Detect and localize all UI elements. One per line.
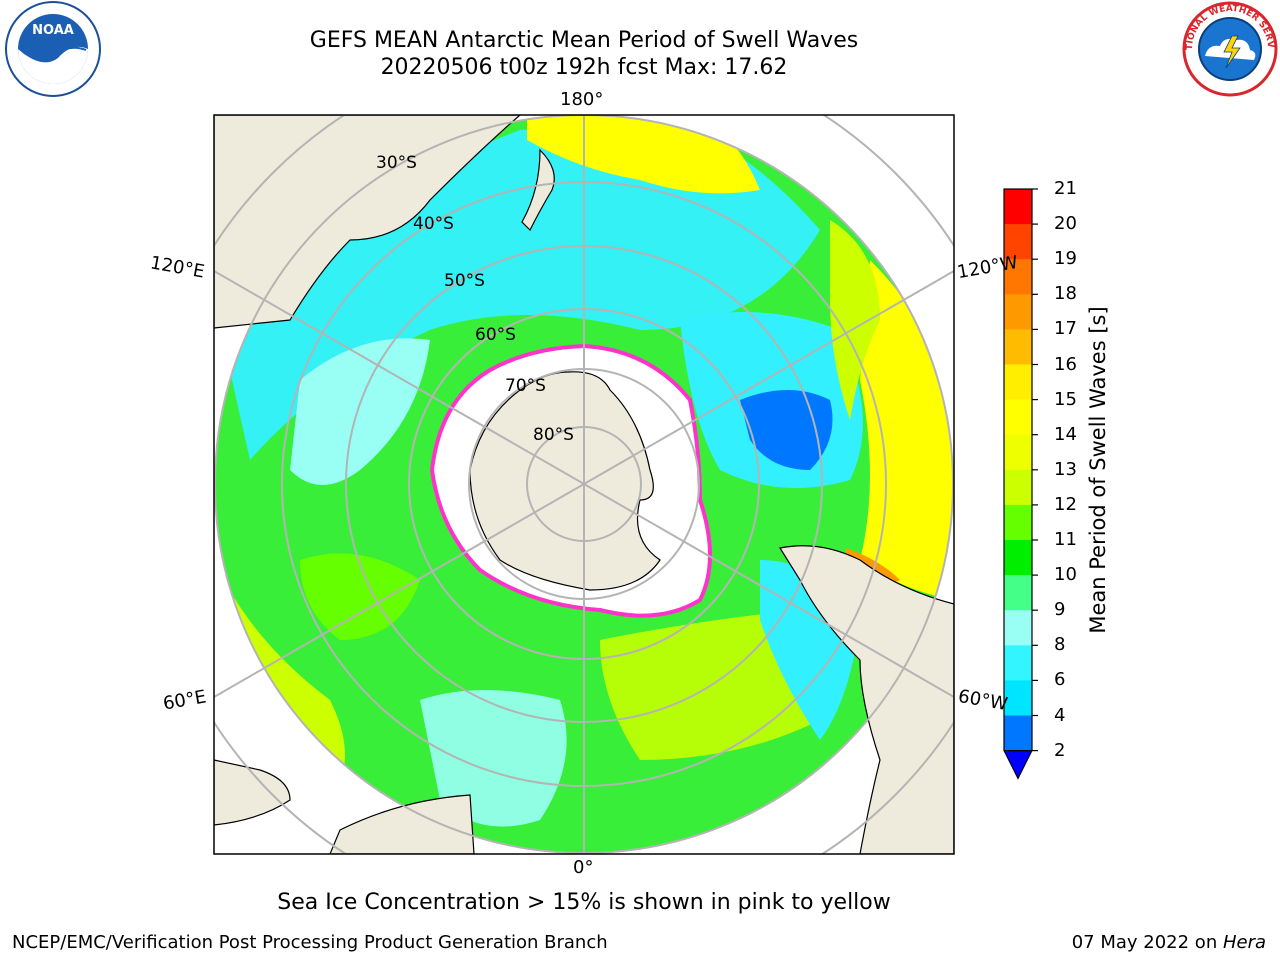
colorbar-segment xyxy=(1004,329,1032,365)
machine-name: Hera xyxy=(1222,932,1266,953)
colorbar-tick-label: 12 xyxy=(1054,493,1077,515)
lon-label-180: 180° xyxy=(560,89,604,110)
colorbar-segment xyxy=(1004,189,1032,225)
lat-label-30s: 30°S xyxy=(376,153,417,173)
colorbar-tick-label: 11 xyxy=(1054,529,1077,550)
colorbar-segment xyxy=(1004,364,1032,401)
colorbar-segment xyxy=(1004,680,1032,716)
date-text: 07 May 2022 on xyxy=(1071,932,1223,953)
colorbar-tick-label: 13 xyxy=(1054,458,1077,480)
madagascar-land xyxy=(329,794,475,854)
colorbar-segment xyxy=(1004,224,1032,260)
lat-label-40s: 40°S xyxy=(413,214,454,234)
colorbar-tick-label: 19 xyxy=(1054,248,1077,270)
colorbar-tick-label: 2 xyxy=(1054,739,1066,761)
colorbar-segment xyxy=(1004,645,1032,681)
map-frame xyxy=(213,114,955,855)
colorbar-segment xyxy=(1004,504,1032,541)
australia-land xyxy=(214,115,521,329)
chart-title: GEFS MEAN Antarctic Mean Period of Swell… xyxy=(309,28,859,53)
lon-label-0: 0° xyxy=(573,857,594,878)
colorbar-segment xyxy=(1004,610,1032,646)
colorbar-tick-label: 8 xyxy=(1054,634,1066,656)
colorbar-segment xyxy=(1004,715,1032,752)
colorbar-tick-label: 18 xyxy=(1054,283,1077,305)
colorbar-tick-label: 4 xyxy=(1054,704,1066,726)
colorbar-tick-label: 20 xyxy=(1054,213,1077,235)
credit-line: NCEP/EMC/Verification Post Processing Pr… xyxy=(12,932,608,953)
colorbar-segment xyxy=(1004,469,1032,506)
colorbar-label: Mean Period of Swell Waves [s] xyxy=(1086,306,1110,634)
lat-label-60s: 60°S xyxy=(475,325,516,345)
colorbar-tick-label: 16 xyxy=(1054,353,1077,375)
noaa-logo-text: NOAA xyxy=(32,23,74,38)
sea-ice-note: Sea Ice Concentration > 15% is shown in … xyxy=(277,890,891,915)
colorbar-segment xyxy=(1004,294,1032,330)
lat-label-70s: 70°S xyxy=(505,376,546,396)
swell-period-field xyxy=(215,115,953,853)
chart-subtitle: 20220506 t00z 192h fcst Max: 17.62 xyxy=(380,55,788,80)
nws-logo-icon: NATIONAL WEATHER SERVICE xyxy=(1180,0,1278,97)
colorbar-extend-triangle xyxy=(1003,750,1033,780)
graticule xyxy=(214,115,954,854)
date-stamp: 07 May 2022 on Hera xyxy=(1072,932,1266,953)
colorbar-tick-label: 10 xyxy=(1054,564,1077,586)
colorbar-tick-label: 9 xyxy=(1054,599,1066,621)
colorbar-tick-label: 17 xyxy=(1054,318,1077,340)
antarctica-land xyxy=(469,371,661,591)
lat-label-80s: 80°S xyxy=(533,425,574,445)
noaa-logo-icon: NOAA xyxy=(5,1,101,97)
colorbar-segment xyxy=(1004,259,1032,295)
colorbar-segment xyxy=(1004,540,1032,576)
colorbar-tick-label: 14 xyxy=(1054,423,1077,445)
colorbar xyxy=(1003,188,1038,780)
colorbar-segment xyxy=(1004,434,1032,471)
colorbar-tick-label: 21 xyxy=(1054,178,1077,199)
south-america-land xyxy=(779,545,954,854)
africa-land xyxy=(214,759,291,826)
colorbar-tick-label: 15 xyxy=(1054,388,1077,410)
colorbar-segment xyxy=(1004,575,1032,611)
colorbar-segment xyxy=(1004,399,1032,436)
colorbar-tick-label: 6 xyxy=(1054,669,1066,691)
lat-label-50s: 50°S xyxy=(444,271,485,291)
